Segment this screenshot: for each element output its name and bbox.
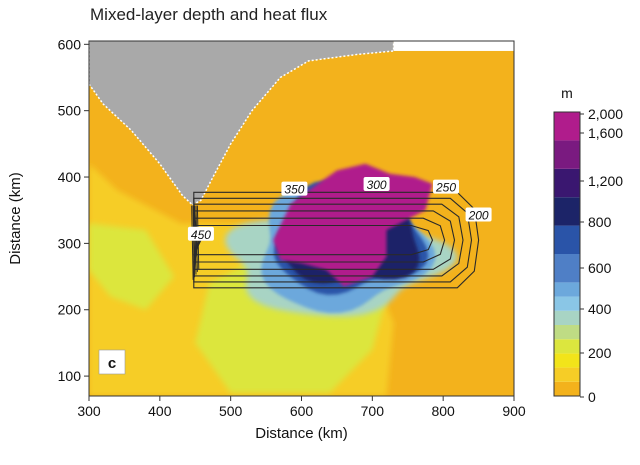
contour-label: 450	[191, 228, 211, 242]
x-tick-label: 400	[148, 403, 172, 419]
colorbar-swatch	[554, 197, 580, 226]
contour-label-bg	[433, 179, 459, 194]
x-tick-label: 900	[502, 403, 526, 419]
land-region	[89, 41, 395, 206]
plot-area	[89, 41, 514, 396]
colorbar: m 2,000 1,600 1,200 800 600 400 200 0	[553, 85, 623, 405]
colorbar-label: 2,000	[588, 106, 623, 122]
mld-region-2	[89, 223, 174, 310]
colorbar-swatch	[554, 282, 580, 297]
y-axis-label: Distance (km)	[7, 172, 24, 265]
colorbar-label: 600	[588, 260, 612, 276]
colorbar-label: 0	[588, 389, 596, 405]
x-tick-label: 800	[431, 403, 455, 419]
contour-label: 350	[284, 183, 304, 197]
x-axis-label: Distance (km)	[255, 425, 348, 442]
colorbar-label: 200	[588, 345, 612, 361]
y-tick-label: 100	[58, 368, 82, 384]
y-tick-label: 300	[58, 235, 82, 251]
colorbar-swatch	[554, 367, 580, 382]
y-tick-label: 200	[58, 302, 82, 318]
x-tick-label: 700	[361, 403, 385, 419]
x-tick-label: 500	[219, 403, 243, 419]
contour-label-bg	[281, 181, 308, 196]
heat-flux-contours: 450 350 300 250 200	[187, 176, 492, 289]
colorbar-swatch	[554, 296, 580, 311]
colorbar-swatch	[554, 225, 580, 254]
colorbar-unit: m	[561, 85, 573, 101]
contour-label: 300	[367, 178, 387, 192]
colorbar-label: 800	[588, 214, 612, 230]
colorbar-swatch	[554, 381, 580, 396]
y-tick-label: 400	[58, 169, 82, 185]
panel-label-box	[98, 349, 126, 375]
colorbar-swatch	[554, 112, 580, 141]
colorbar-swatch	[554, 254, 580, 283]
colorbar-label: 400	[588, 301, 612, 317]
chart-title: Mixed-layer depth and heat flux	[90, 5, 328, 24]
contour-label-bg	[187, 226, 214, 241]
contour-label: 200	[468, 209, 489, 223]
panel-label: c	[108, 355, 116, 372]
colorbar-swatch	[554, 339, 580, 354]
colorbar-label: 1,600	[588, 125, 623, 141]
axes: 300 400 500 600 700 800 900 100 200 300 400 500 600 D…	[7, 36, 526, 442]
colorbar-border	[553, 111, 581, 397]
y-tick-label: 500	[58, 103, 82, 119]
contour-stem-1	[192, 205, 196, 278]
contour-label-bg	[363, 176, 390, 191]
colorbar-swatch	[554, 168, 580, 198]
colorbar-swatch	[554, 140, 580, 169]
colorbar-label: 1,200	[588, 173, 623, 189]
contour-label: 250	[435, 181, 456, 195]
colorbar-swatch	[554, 353, 580, 368]
contour-stem-0	[191, 205, 194, 280]
x-tick-label: 600	[290, 403, 314, 419]
contour-label-bg	[465, 207, 492, 222]
colorbar-swatch	[554, 325, 580, 340]
colorbar-swatch	[554, 310, 580, 325]
land-boundary-gap	[393, 41, 514, 51]
x-tick-label: 300	[77, 403, 101, 419]
y-tick-label: 600	[58, 36, 82, 52]
heat-flux-contour-1	[193, 197, 473, 283]
